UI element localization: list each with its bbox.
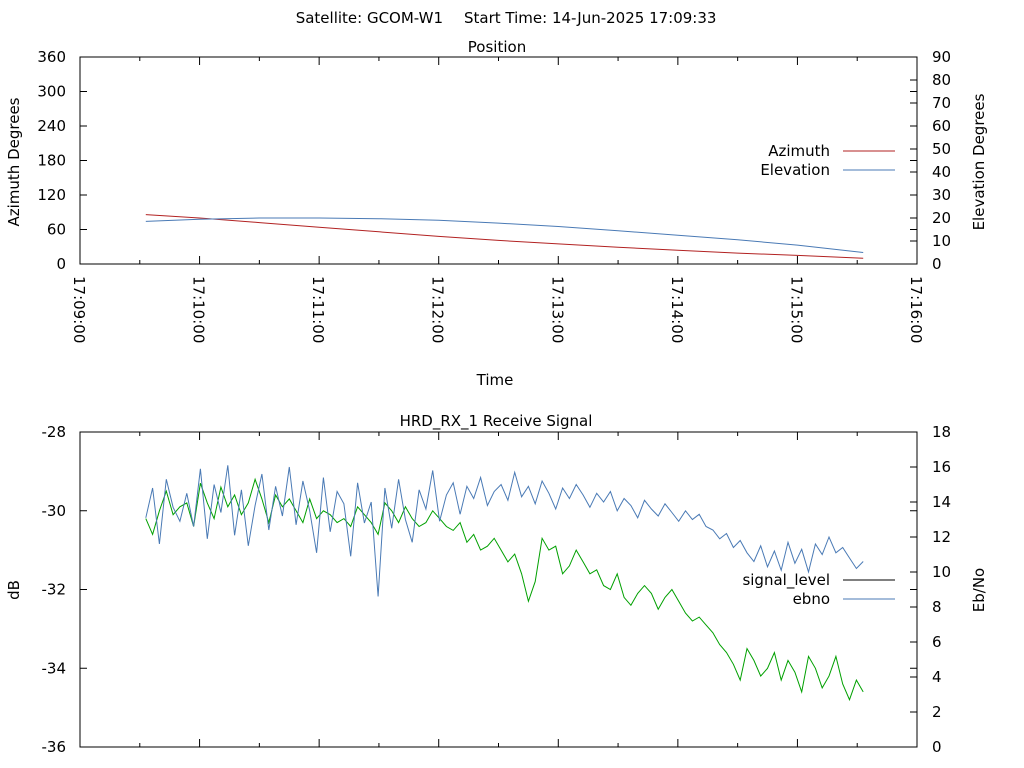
series-line-elevation	[145, 217, 864, 253]
position-y2-tick-label: 40	[932, 163, 951, 181]
position-y2-axis: 0 10 20 30 40 50 60 70 80 90	[910, 48, 951, 273]
signal-y2-tick-label: 10	[932, 563, 951, 581]
position-y-tick-label: 180	[37, 152, 66, 170]
signal-y-axis: -36 -34 -32 -30 -28	[42, 423, 917, 756]
legend-label-signal-level: signal_level	[742, 571, 830, 590]
signal-x-axis	[79, 432, 918, 747]
signal-y-axis-label: dB	[5, 580, 23, 600]
position-y-tick-label: 0	[56, 255, 66, 273]
signal-y2-axis: 0 2 4 6 8 10 12 14 16 18	[910, 423, 951, 756]
legend-label-azimuth: Azimuth	[768, 142, 830, 160]
position-y-tick-label: 240	[37, 117, 66, 135]
position-chart-title: Position	[468, 38, 526, 56]
signal-y-tick-label: -32	[42, 581, 67, 599]
position-y-tick-label: 300	[37, 83, 66, 101]
signal-y2-tick-label: 16	[932, 458, 951, 476]
signal-series	[145, 465, 864, 702]
header-start-time: Start Time: 14-Jun-2025 17:09:33	[464, 9, 716, 27]
position-y-axis: 0 60 120 180 240 300 360	[37, 48, 917, 273]
position-series	[145, 214, 864, 259]
signal-y2-tick-label: 12	[932, 528, 951, 546]
position-y-tick-label: 360	[37, 48, 66, 66]
position-x-tick-label: 17:09:00	[70, 276, 88, 343]
position-y-tick-label: 60	[47, 221, 66, 239]
signal-y2-tick-label: 4	[932, 668, 942, 686]
signal-y-tick-label: -36	[42, 738, 67, 756]
signal-y2-tick-label: 14	[932, 493, 951, 511]
series-line-ebno	[145, 465, 864, 597]
position-x-tick-label: 17:14:00	[668, 276, 686, 343]
position-x-tick-label: 17:13:00	[548, 276, 566, 343]
position-y2-tick-label: 0	[932, 255, 942, 273]
position-y2-tick-label: 50	[932, 140, 951, 158]
legend-label-ebno: ebno	[793, 590, 830, 608]
position-y-axis-label: Azimuth Degrees	[5, 97, 23, 226]
signal-y2-tick-label: 0	[932, 738, 942, 756]
header-satellite: Satellite: GCOM-W1	[296, 9, 443, 27]
signal-legend: signal_level ebno	[742, 571, 895, 608]
position-x-tick-label: 17:12:00	[429, 276, 447, 343]
signal-y2-tick-label: 8	[932, 598, 942, 616]
position-x-axis-label: Time	[476, 371, 514, 389]
signal-chart-title: HRD_RX_1 Receive Signal	[400, 412, 593, 431]
signal-y2-tick-label: 6	[932, 633, 942, 651]
position-y2-tick-label: 20	[932, 209, 951, 227]
position-y2-tick-label: 70	[932, 94, 951, 112]
signal-y-tick-label: -28	[42, 423, 67, 441]
position-y2-tick-label: 90	[932, 48, 951, 66]
position-chart: Position 0 60 120 180 240 300 360 0 10 20 30 40 50 6…	[5, 38, 988, 389]
position-y-tick-label: 120	[37, 186, 66, 204]
signal-y2-tick-label: 2	[932, 703, 942, 721]
position-y2-tick-label: 10	[932, 232, 951, 250]
position-legend: Azimuth Elevation	[760, 142, 895, 179]
legend-label-elevation: Elevation	[760, 161, 830, 179]
signal-y-tick-label: -34	[42, 659, 67, 677]
signal-plot-area	[79, 431, 918, 748]
position-x-tick-label: 17:15:00	[787, 276, 805, 343]
position-y2-tick-label: 30	[932, 186, 951, 204]
series-line-signal-level	[145, 477, 864, 702]
position-y2-tick-label: 80	[932, 71, 951, 89]
position-y2-tick-label: 60	[932, 117, 951, 135]
position-x-tick-label: 17:16:00	[907, 276, 925, 343]
signal-chart: HRD_RX_1 Receive Signal -36-34-32-30-28 …	[5, 412, 988, 756]
signal-y2-tick-label: 18	[932, 423, 951, 441]
position-x-tick-label: 17:11:00	[309, 276, 327, 343]
position-x-axis: 17:09:00 17:10:00 17:11:00 17:12:00 17:13:00…	[70, 57, 925, 343]
position-x-tick-label: 17:10:00	[190, 276, 208, 343]
position-y2-axis-label: Elevation Degrees	[970, 93, 988, 230]
signal-y-tick-label: -30	[42, 502, 67, 520]
series-line-azimuth	[145, 214, 864, 259]
signal-y2-axis-label: Eb/No	[970, 568, 988, 612]
